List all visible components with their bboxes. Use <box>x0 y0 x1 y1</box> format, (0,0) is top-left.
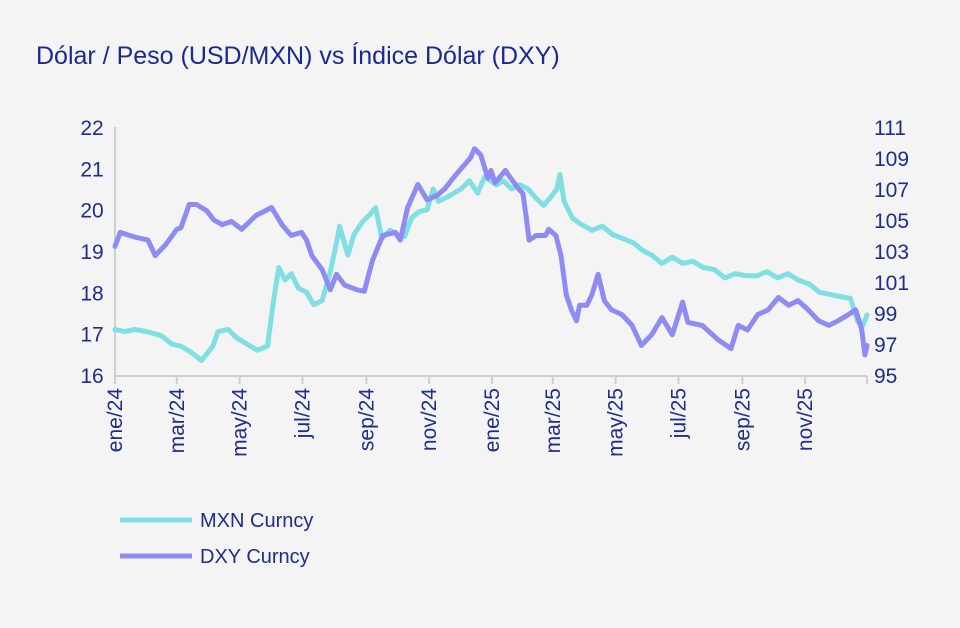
legend-item-mxn: MXN Curncy <box>120 510 313 532</box>
x-tick-label: nov/25 <box>794 388 817 451</box>
left-y-tick-label: 22 <box>80 117 103 140</box>
right-y-axis: 95 97 99 101 103 105 107 109 111 <box>874 117 909 388</box>
x-tick-label: mar/24 <box>166 388 189 454</box>
right-y-tick-label: 97 <box>874 334 897 357</box>
left-y-tick-label: 20 <box>80 200 103 223</box>
right-y-tick-label: 95 <box>874 365 897 388</box>
x-tick-label: may/24 <box>229 388 252 457</box>
left-y-tick-label: 18 <box>80 282 103 305</box>
right-y-tick-label: 101 <box>874 272 909 295</box>
left-y-axis: 16 17 18 19 20 21 22 <box>80 117 103 388</box>
x-tick-label: jul/25 <box>667 388 690 439</box>
x-tick-label: nov/24 <box>418 388 441 451</box>
x-tick-label: sep/24 <box>355 388 378 451</box>
right-y-tick-label: 111 <box>874 117 906 140</box>
series-line-dxy-curncy <box>112 146 870 358</box>
left-y-tick-label: 21 <box>80 158 103 181</box>
plot-lines <box>112 146 870 363</box>
right-y-tick-label: 105 <box>874 210 909 233</box>
x-tick-label: mar/25 <box>542 388 565 453</box>
right-y-tick-label: 107 <box>874 179 909 202</box>
x-tick-label: ene/25 <box>481 388 504 452</box>
right-y-tick-label: 99 <box>874 303 897 326</box>
x-tick-label: jul/24 <box>291 388 314 440</box>
right-y-tick-label: 109 <box>874 148 909 171</box>
legend-label-mxn: MXN Curncy <box>200 510 313 532</box>
left-y-tick-label: 16 <box>80 365 103 388</box>
x-axis: ene/24 mar/24 may/24 jul/24 sep/24 nov/24 ene/… <box>104 376 868 457</box>
chart-title: Dólar / Peso (USD/MXN) vs Índice Dólar (… <box>36 41 560 70</box>
x-tick-label: sep/25 <box>731 388 754 451</box>
left-y-tick-label: 19 <box>80 241 103 264</box>
legend-item-dxy: DXY Curncy <box>120 546 310 568</box>
x-tick-label: ene/24 <box>104 388 127 453</box>
left-y-tick-label: 17 <box>80 324 103 347</box>
legend-label-dxy: DXY Curncy <box>200 546 310 568</box>
legend: MXN Curncy DXY Curncy <box>120 510 313 568</box>
x-tick-label: may/25 <box>605 388 628 457</box>
right-y-tick-label: 103 <box>874 241 909 264</box>
series-line-mxn-curncy <box>112 172 870 363</box>
